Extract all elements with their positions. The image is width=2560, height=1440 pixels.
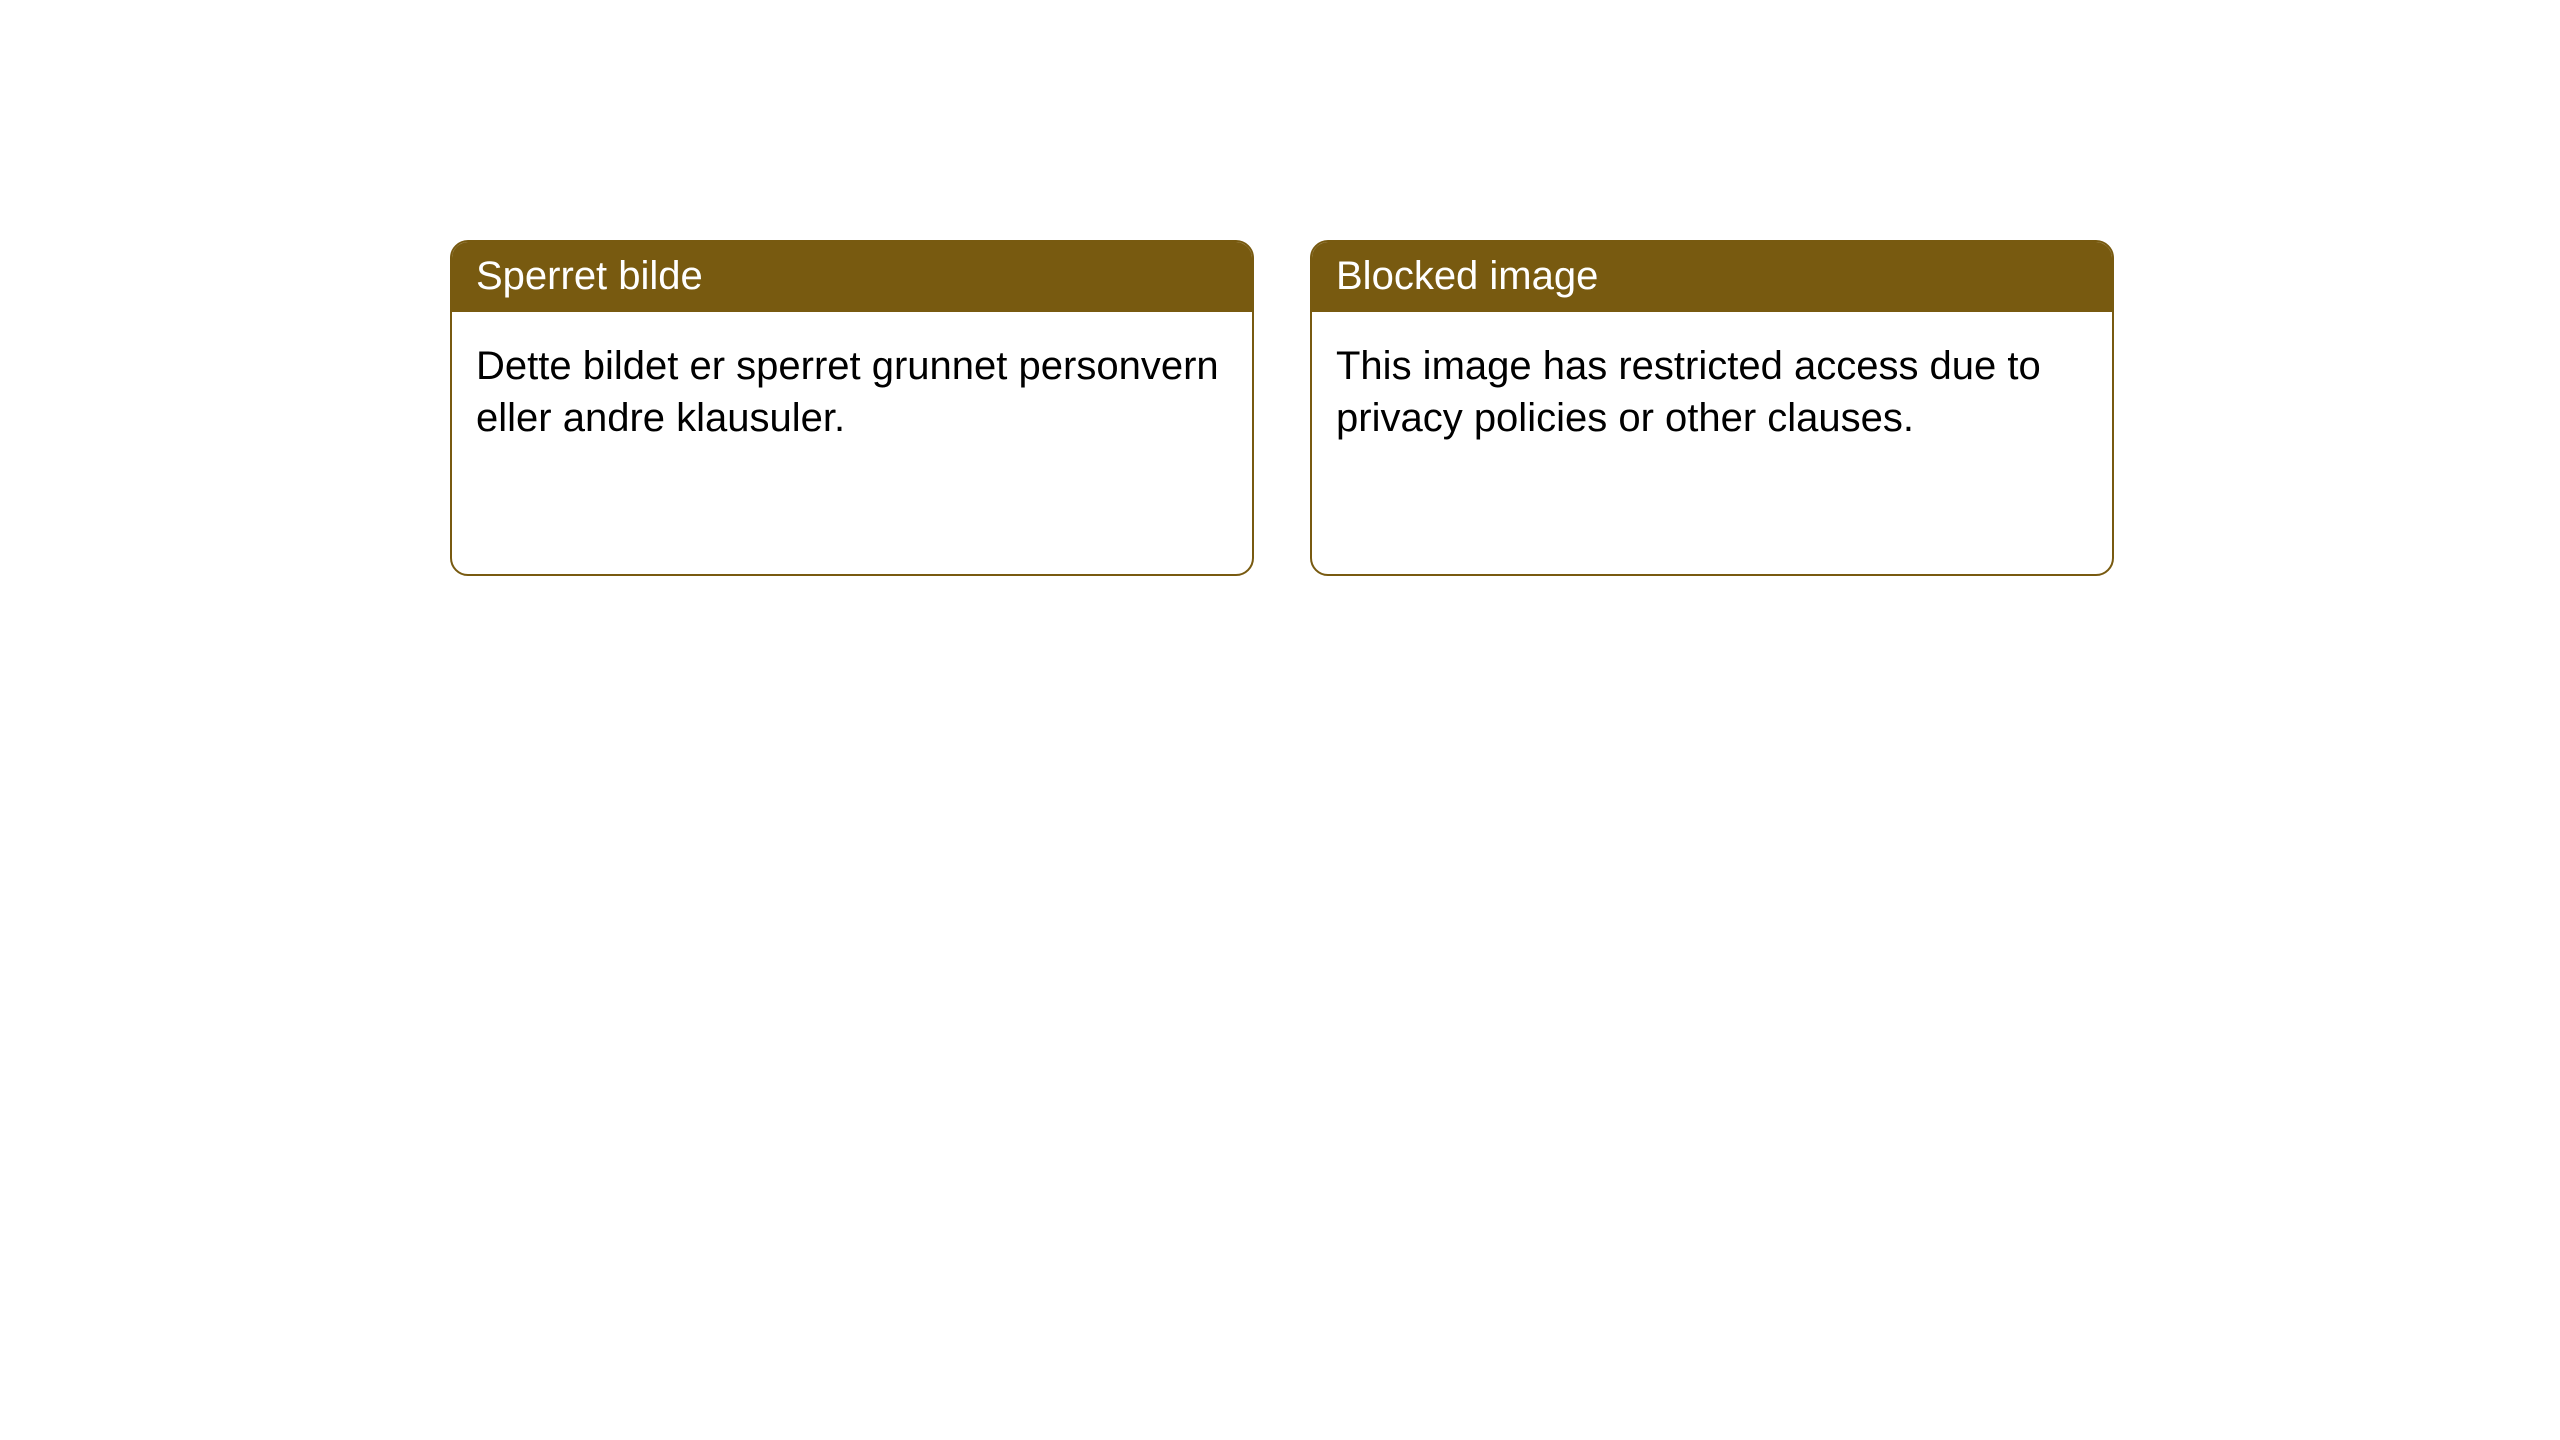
notice-card-norwegian: Sperret bilde Dette bildet er sperret gr… xyxy=(450,240,1254,576)
notice-card-english: Blocked image This image has restricted … xyxy=(1310,240,2114,576)
notice-body-english: This image has restricted access due to … xyxy=(1312,312,2112,472)
notice-title-norwegian: Sperret bilde xyxy=(452,242,1252,312)
notice-container: Sperret bilde Dette bildet er sperret gr… xyxy=(0,0,2560,576)
notice-body-norwegian: Dette bildet er sperret grunnet personve… xyxy=(452,312,1252,472)
notice-title-english: Blocked image xyxy=(1312,242,2112,312)
